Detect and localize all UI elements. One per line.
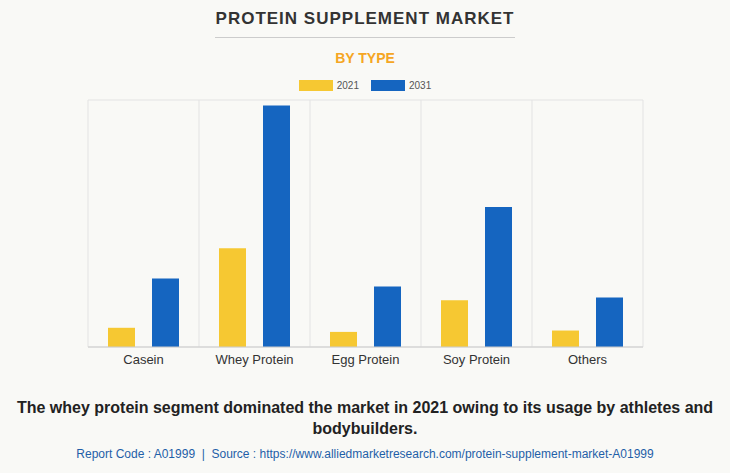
svg-text:Whey Protein: Whey Protein	[215, 352, 293, 367]
html-text:Report Code : A01999 | Source: Report Code : A01999 | Source : https://…	[76, 447, 654, 461]
html-text:BY TYPE: BY TYPE	[335, 50, 395, 66]
svg-text:Egg Protein: Egg Protein	[332, 352, 400, 367]
svg-text:Soy Protein: Soy Protein	[443, 352, 510, 367]
svg-text:Casein: Casein	[123, 352, 163, 367]
html-text:2031: 2031	[409, 80, 432, 91]
svg-text:Others: Others	[568, 352, 608, 367]
html-text:PROTEIN SUPPLEMENT MARKET: PROTEIN SUPPLEMENT MARKET	[215, 9, 515, 28]
html-text:The whey protein segment domin: The whey protein segment dominated the m…	[16, 399, 714, 437]
html-text:2021: 2021	[336, 80, 359, 91]
